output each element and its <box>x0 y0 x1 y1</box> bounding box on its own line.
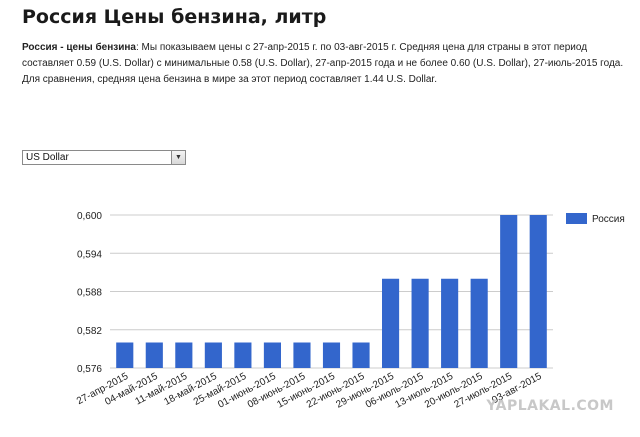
currency-select[interactable]: US Dollar ▼ <box>22 150 186 165</box>
y-tick-label: 0,594 <box>77 249 102 260</box>
chevron-down-icon[interactable]: ▼ <box>171 151 185 164</box>
page-title: Россия Цены бензина, литр <box>22 6 327 28</box>
bar[interactable] <box>352 342 370 369</box>
bar[interactable] <box>500 215 518 368</box>
price-chart: 0,5760,5820,5880,5940,60027-апр-201504-м… <box>75 211 625 411</box>
watermark: YAPLAKAL.COM <box>486 398 614 414</box>
bar[interactable] <box>263 342 281 369</box>
y-tick-label: 0,582 <box>77 326 102 337</box>
bar[interactable] <box>382 278 400 368</box>
bar[interactable] <box>204 342 222 369</box>
y-tick-label: 0,600 <box>77 211 102 222</box>
y-tick-label: 0,588 <box>77 288 102 299</box>
bar[interactable] <box>116 342 134 369</box>
currency-select-value: US Dollar <box>26 152 69 163</box>
bar[interactable] <box>470 278 488 368</box>
bar[interactable] <box>322 342 341 369</box>
y-tick-label: 0,576 <box>77 364 102 375</box>
bar[interactable] <box>411 278 429 368</box>
description: Россия - цены бензина: Мы показываем цен… <box>22 40 632 88</box>
bar[interactable] <box>175 342 193 369</box>
description-text: : Мы показываем цены с 27-апр-2015 г. по… <box>22 42 624 85</box>
bar[interactable] <box>529 215 547 368</box>
legend-label: Россия <box>592 214 625 225</box>
bar[interactable] <box>441 278 459 368</box>
bar[interactable] <box>145 342 163 369</box>
legend-swatch <box>566 213 587 224</box>
bar[interactable] <box>293 342 311 369</box>
bar[interactable] <box>234 342 252 369</box>
description-bold: Россия - цены бензина <box>22 42 136 53</box>
